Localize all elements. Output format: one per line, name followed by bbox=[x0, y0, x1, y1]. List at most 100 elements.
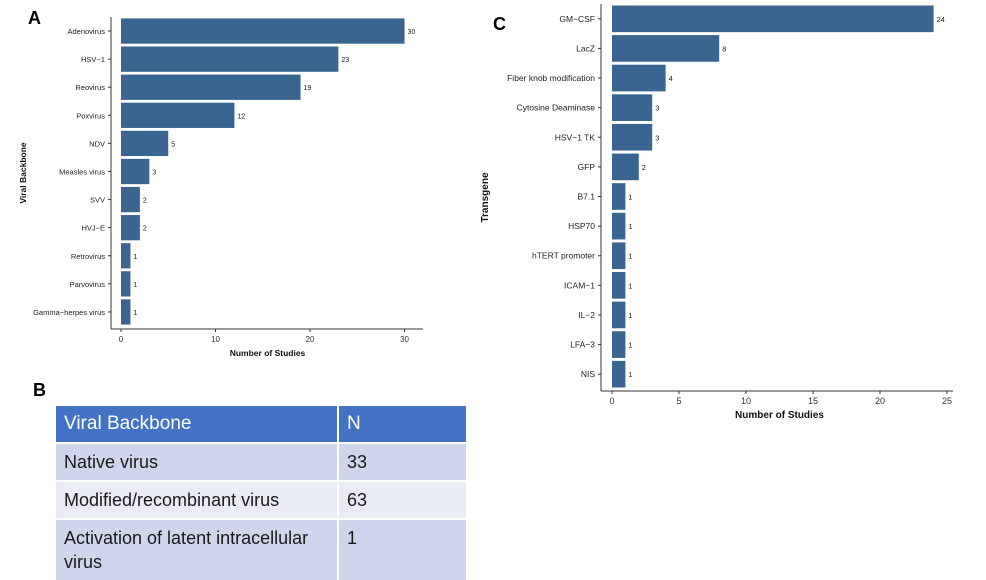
y-tick-label: Adenovirus bbox=[67, 27, 105, 36]
y-tick-label: HSV−1 bbox=[81, 55, 105, 64]
data-label: 3 bbox=[655, 104, 659, 113]
y-tick-label: HSV−1 TK bbox=[555, 132, 596, 142]
bar-a-1 bbox=[121, 46, 339, 72]
data-label: 4 bbox=[669, 74, 673, 83]
table-cell-n: 33 bbox=[338, 442, 466, 481]
bar-c-0 bbox=[612, 5, 934, 33]
table-header-row: Viral Backbone N bbox=[56, 406, 466, 443]
y-tick-label: Reovirus bbox=[75, 83, 105, 92]
table-row: Modified/recombinant virus 63 bbox=[56, 480, 466, 519]
data-label: 1 bbox=[628, 341, 632, 350]
x-tick-label: 0 bbox=[119, 335, 124, 344]
y-tick-label: GFP bbox=[578, 162, 596, 172]
y-tick-label: Cytosine Deaminase bbox=[517, 103, 596, 113]
table-cell-n: 63 bbox=[338, 480, 466, 519]
y-tick-label: B7.1 bbox=[578, 192, 596, 202]
bar-c-1 bbox=[612, 35, 720, 62]
data-label: 19 bbox=[304, 85, 312, 92]
x-axis-title: Number of Studies bbox=[735, 410, 824, 421]
panel-label-b: B bbox=[33, 380, 46, 400]
table-cell-backbone: Native virus bbox=[56, 442, 339, 481]
table-cell-backbone: Activation of latent intracellular virus bbox=[56, 518, 339, 580]
data-label: 1 bbox=[133, 310, 137, 317]
bar-a-3 bbox=[121, 102, 235, 128]
y-tick-label: Poxvirus bbox=[76, 111, 105, 120]
bar-a-8 bbox=[121, 243, 131, 269]
y-tick-label: NIS bbox=[581, 369, 596, 379]
x-tick-label: 10 bbox=[211, 335, 220, 344]
panel-label-a: A bbox=[28, 8, 41, 28]
bar-a-2 bbox=[121, 74, 301, 100]
table-cell-n: 1 bbox=[338, 518, 466, 580]
data-label: 1 bbox=[628, 222, 632, 231]
table-header-n: N bbox=[338, 406, 466, 443]
y-tick-label: Fiber knob modification bbox=[507, 73, 595, 83]
bar-a-7 bbox=[121, 215, 140, 241]
y-tick-label: Parvovirus bbox=[70, 280, 106, 289]
y-tick-label: Measles virus bbox=[59, 168, 105, 177]
x-tick-label: 15 bbox=[808, 396, 818, 406]
panel-label-c: C bbox=[493, 14, 506, 34]
x-tick-label: 25 bbox=[942, 396, 952, 406]
y-tick-label: HVJ−E bbox=[81, 224, 105, 233]
data-label: 1 bbox=[133, 282, 137, 289]
bar-c-9 bbox=[612, 272, 626, 299]
data-label: 1 bbox=[628, 370, 632, 379]
y-tick-label: NDV bbox=[89, 139, 105, 148]
bar-c-6 bbox=[612, 183, 626, 210]
bar-a-9 bbox=[121, 271, 131, 297]
table-header-viral-backbone: Viral Backbone bbox=[56, 406, 339, 443]
y-axis-title: Transgene bbox=[480, 172, 491, 222]
bar-c-5 bbox=[612, 153, 639, 181]
bar-c-7 bbox=[612, 212, 626, 240]
bar-c-3 bbox=[612, 94, 653, 121]
bar-a-4 bbox=[121, 130, 169, 157]
data-label: 1 bbox=[628, 252, 632, 261]
y-tick-label: IL−2 bbox=[578, 310, 595, 320]
x-tick-label: 10 bbox=[741, 396, 751, 406]
y-tick-label: Retrovirus bbox=[71, 252, 105, 261]
x-tick-label: 20 bbox=[306, 335, 315, 344]
data-label: 24 bbox=[937, 15, 945, 24]
table-row: Activation of latent intracellular virus… bbox=[56, 518, 466, 580]
data-label: 2 bbox=[143, 226, 147, 233]
y-tick-label: GM−CSF bbox=[559, 14, 595, 24]
y-tick-label: LFA−3 bbox=[570, 340, 595, 350]
data-label: 2 bbox=[143, 198, 147, 205]
data-label: 1 bbox=[628, 193, 632, 202]
bar-a-6 bbox=[121, 186, 140, 213]
bar-a-5 bbox=[121, 158, 150, 185]
data-label: 12 bbox=[237, 113, 245, 120]
bar-a-0 bbox=[121, 18, 405, 44]
bar-c-12 bbox=[612, 360, 626, 388]
y-tick-label: ICAM−1 bbox=[564, 280, 595, 290]
data-label: 1 bbox=[628, 311, 632, 320]
table-row: Native virus 33 bbox=[56, 442, 466, 481]
table-cell-backbone: Modified/recombinant virus bbox=[56, 480, 339, 519]
y-tick-label: HSP70 bbox=[568, 221, 595, 231]
y-tick-label: LacZ bbox=[576, 43, 595, 53]
x-axis-title: Number of Studies bbox=[230, 348, 306, 358]
bar-c-4 bbox=[612, 123, 653, 151]
y-axis-title: Viral Backbone bbox=[18, 142, 28, 204]
viral-backbone-table: Viral Backbone N Native virus 33 Modifie… bbox=[56, 406, 466, 580]
x-tick-label: 20 bbox=[875, 396, 885, 406]
data-label: 3 bbox=[152, 170, 156, 177]
bar-c-2 bbox=[612, 64, 666, 92]
data-label: 3 bbox=[655, 133, 659, 142]
data-label: 30 bbox=[408, 29, 416, 36]
data-label: 8 bbox=[722, 44, 726, 53]
bar-c-8 bbox=[612, 242, 626, 270]
x-tick-label: 0 bbox=[609, 396, 614, 406]
y-tick-label: hTERT promoter bbox=[532, 251, 595, 261]
x-tick-label: 30 bbox=[400, 335, 409, 344]
data-label: 1 bbox=[628, 281, 632, 290]
data-label: 2 bbox=[642, 163, 646, 172]
bar-c-10 bbox=[612, 301, 626, 329]
y-tick-label: Gamma−herpes virus bbox=[33, 308, 105, 317]
data-label: 5 bbox=[171, 141, 175, 148]
data-label: 1 bbox=[133, 254, 137, 261]
x-tick-label: 5 bbox=[676, 396, 681, 406]
